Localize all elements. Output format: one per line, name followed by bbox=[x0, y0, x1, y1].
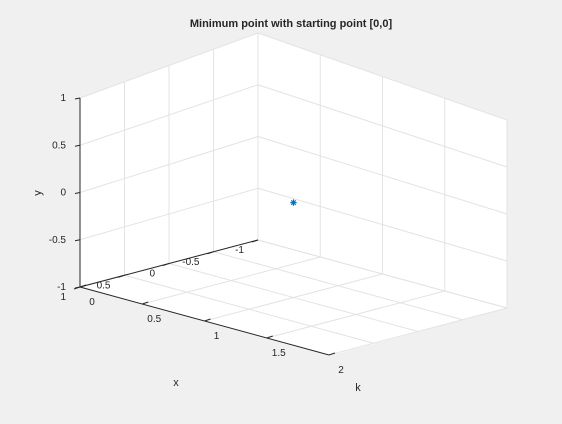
x-axis-label: k bbox=[355, 382, 361, 394]
k-tick-label: 1.5 bbox=[272, 348, 286, 359]
grid-line-wall-left-y bbox=[79, 136, 259, 193]
grid-line-wall-right-y bbox=[257, 136, 508, 215]
y-tick-label: 0.5 bbox=[52, 140, 66, 151]
x-tick-label: 0 bbox=[149, 269, 155, 280]
x-axis-tick bbox=[162, 263, 170, 266]
y-tick-label: -0.5 bbox=[49, 235, 67, 246]
k-axis-tick bbox=[142, 301, 149, 305]
k-axis-tick bbox=[79, 284, 87, 288]
x-tick-label: 0.5 bbox=[97, 280, 111, 291]
k-tick-label: 2 bbox=[338, 365, 344, 376]
axis-lines bbox=[73, 97, 336, 356]
y-tick-label: -1 bbox=[57, 282, 66, 293]
x-tick-label: 1 bbox=[60, 292, 66, 303]
x-tick-label: -1 bbox=[235, 245, 244, 256]
grid-line-floor-x bbox=[168, 263, 419, 332]
x-axis-tick bbox=[118, 274, 125, 278]
grid-line-wall-left-y bbox=[79, 187, 259, 241]
marker-stroke bbox=[290, 199, 297, 206]
y-axis-label: x bbox=[173, 377, 179, 389]
grid-line-wall-right-y bbox=[257, 84, 508, 168]
k-tick-label: 0 bbox=[89, 297, 95, 308]
y-axis-tick bbox=[74, 239, 81, 242]
x-axis-tick bbox=[207, 251, 214, 255]
grid-line-wall-left-y bbox=[79, 32, 259, 99]
grid-line-floor-x bbox=[124, 274, 374, 344]
k-tick-label: 0.5 bbox=[147, 314, 161, 325]
chart-title: Minimum point with starting point [0,0] bbox=[190, 18, 393, 30]
y-axis-tick bbox=[74, 97, 81, 100]
grid-line-wall-right-y bbox=[257, 239, 508, 309]
x-tick-label: -0.5 bbox=[182, 257, 200, 268]
k-tick-label: 1 bbox=[214, 331, 220, 342]
k-axis-tick bbox=[204, 318, 211, 322]
data-points bbox=[290, 199, 297, 206]
x-axis-tick bbox=[251, 239, 259, 243]
k-axis-tick bbox=[266, 335, 273, 339]
y-axis-tick bbox=[74, 144, 81, 147]
z-axis-label: y bbox=[32, 190, 44, 196]
y-axis-tick bbox=[74, 286, 81, 289]
y-tick-label: 0 bbox=[60, 188, 66, 199]
grid-line-wall-right-y bbox=[257, 187, 508, 262]
grid-line-wall-left-y bbox=[79, 84, 259, 146]
grid-line-floor-x bbox=[213, 251, 463, 321]
y-tick-label: 1 bbox=[60, 93, 66, 104]
k-axis-tick bbox=[328, 352, 336, 356]
y-axis-tick bbox=[74, 192, 81, 194]
minimum-point-marker bbox=[290, 199, 297, 206]
grid-line-wall-right-y bbox=[257, 32, 508, 121]
